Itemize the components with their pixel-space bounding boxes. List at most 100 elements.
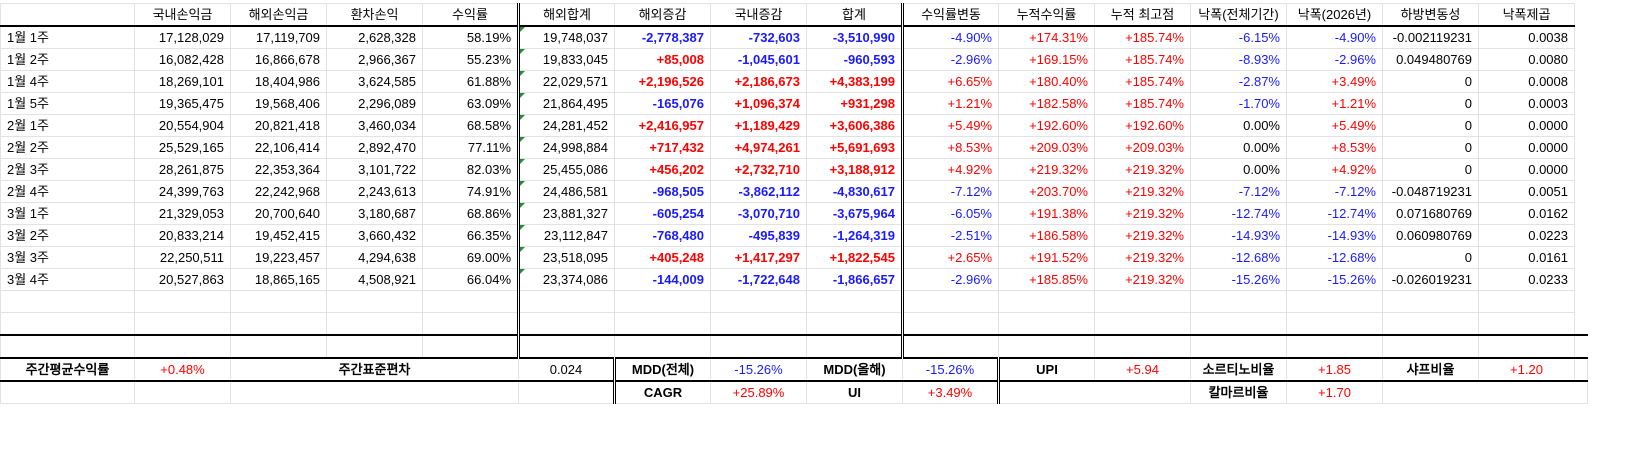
cell-fx-profit[interactable]: 3,660,432 — [326, 224, 423, 247]
cell-week-label[interactable]: 1월 2주 — [0, 48, 135, 71]
empty-cell[interactable] — [1286, 290, 1383, 313]
cell-return-change[interactable]: -4.90% — [902, 25, 999, 49]
empty-cell[interactable] — [326, 334, 423, 359]
header-downside-volatility[interactable]: 하방변동성 — [1382, 3, 1479, 27]
cell-cumulative-return[interactable]: +191.38% — [998, 202, 1095, 225]
calmar-label[interactable]: 칼마르비율 — [1190, 380, 1287, 404]
cell-domestic-change[interactable]: -1,045,601 — [710, 48, 807, 71]
empty-cell[interactable] — [614, 312, 711, 336]
cell-cumulative-peak[interactable]: +185.74% — [1094, 25, 1191, 49]
empty-cell[interactable] — [998, 290, 1095, 313]
empty-cell[interactable] — [1094, 312, 1191, 336]
cell-cumulative-return[interactable]: +186.58% — [998, 224, 1095, 247]
cell-downside-volatility[interactable]: -0.002119231 — [1382, 25, 1479, 49]
empty-cell[interactable] — [1190, 312, 1287, 336]
cell-return-rate[interactable]: 58.19% — [422, 25, 520, 49]
cell-drawdown-2026[interactable]: +8.53% — [1286, 136, 1383, 159]
cell-overseas-profit[interactable]: 17,119,709 — [230, 25, 327, 49]
cell-drawdown-all[interactable]: -7.12% — [1190, 180, 1287, 203]
cell-domestic-profit[interactable]: 19,365,475 — [134, 92, 231, 115]
empty-cell[interactable] — [1286, 334, 1383, 359]
cell-downside-volatility[interactable]: 0 — [1382, 246, 1479, 269]
cell-return-rate[interactable]: 66.04% — [422, 268, 520, 291]
cell-overseas-profit[interactable]: 18,865,165 — [230, 268, 327, 291]
cell-cumulative-peak[interactable]: +219.32% — [1094, 246, 1191, 269]
cell-drawdown-2026[interactable]: +4.92% — [1286, 158, 1383, 181]
cell-drawdown-2026[interactable]: -15.26% — [1286, 268, 1383, 291]
empty-cell[interactable] — [0, 290, 135, 313]
empty-cell[interactable] — [518, 312, 615, 336]
empty-cell[interactable] — [1382, 290, 1479, 313]
cell-downside-volatility[interactable]: 0 — [1382, 136, 1479, 159]
header-domestic-change[interactable]: 국내증감 — [710, 3, 807, 27]
cell-fx-profit[interactable]: 4,508,921 — [326, 268, 423, 291]
empty-cell[interactable] — [1286, 312, 1383, 336]
sortino-label[interactable]: 소르티노비율 — [1190, 357, 1287, 382]
cell-drawdown-squared[interactable]: 0.0000 — [1478, 114, 1575, 137]
empty-cell[interactable] — [134, 312, 231, 336]
cell-total-change[interactable]: +1,822,545 — [806, 246, 904, 269]
cell-domestic-change[interactable]: +4,974,261 — [710, 136, 807, 159]
cell-domestic-change[interactable]: +1,189,429 — [710, 114, 807, 137]
cell-overseas-change[interactable]: +2,416,957 — [614, 114, 711, 137]
cell-fx-profit[interactable]: 2,628,328 — [326, 25, 423, 49]
cell-downside-volatility[interactable]: 0 — [1382, 114, 1479, 137]
cell-domestic-profit[interactable]: 25,529,165 — [134, 136, 231, 159]
empty-cell[interactable] — [230, 334, 327, 359]
cell-week-label[interactable]: 1월 5주 — [0, 92, 135, 115]
header-return-rate[interactable]: 수익률 — [422, 3, 520, 27]
empty-cell[interactable] — [1382, 334, 1479, 359]
header-cumulative-return[interactable]: 누적수익률 — [998, 3, 1095, 27]
sharpe-value[interactable]: +1.20 — [1478, 357, 1575, 382]
cell-return-rate[interactable]: 61.88% — [422, 70, 520, 93]
cell-domestic-change[interactable]: +1,417,297 — [710, 246, 807, 269]
weekly-avg-label[interactable]: 주간평균수익률 — [0, 357, 135, 382]
cell-downside-volatility[interactable]: -0.048719231 — [1382, 180, 1479, 203]
cell-downside-volatility[interactable]: -0.026019231 — [1382, 268, 1479, 291]
header-total-change[interactable]: 합계 — [806, 3, 904, 27]
cell-drawdown-2026[interactable]: -7.12% — [1286, 180, 1383, 203]
cell-return-rate[interactable]: 63.09% — [422, 92, 520, 115]
cell-domestic-change[interactable]: +1,096,374 — [710, 92, 807, 115]
empty-cell[interactable] — [902, 290, 999, 313]
empty-cell[interactable] — [1574, 357, 1588, 382]
cell-total-change[interactable]: +931,298 — [806, 92, 904, 115]
cell-total-change[interactable]: -3,675,964 — [806, 202, 904, 225]
cell-drawdown-all[interactable]: -2.87% — [1190, 70, 1287, 93]
cell-cumulative-return[interactable]: +191.52% — [998, 246, 1095, 269]
cell-total-change[interactable]: -960,593 — [806, 48, 904, 71]
cell-drawdown-squared[interactable]: 0.0233 — [1478, 268, 1575, 291]
header-overseas-change[interactable]: 해외증감 — [614, 3, 711, 27]
header-overseas-profit[interactable]: 해외손익금 — [230, 3, 327, 27]
cell-domestic-change[interactable]: +2,732,710 — [710, 158, 807, 181]
cell-downside-volatility[interactable]: 0.071680769 — [1382, 202, 1479, 225]
cell-week-label[interactable]: 3월 1주 — [0, 202, 135, 225]
mdd-year-label[interactable]: MDD(올해) — [806, 357, 903, 382]
empty-cell[interactable] — [230, 312, 327, 336]
empty-cell[interactable] — [0, 334, 135, 359]
cell-overseas-change[interactable]: +456,202 — [614, 158, 711, 181]
cell-drawdown-squared[interactable]: 0.0003 — [1478, 92, 1575, 115]
cell-domestic-profit[interactable]: 17,128,029 — [134, 25, 231, 49]
header-drawdown-2026[interactable]: 낙폭(2026년) — [1286, 3, 1383, 27]
calmar-value[interactable]: +1.70 — [1286, 380, 1383, 404]
cell-total-change[interactable]: +5,691,693 — [806, 136, 904, 159]
cell-domestic-profit[interactable]: 18,269,101 — [134, 70, 231, 93]
mdd-year-value[interactable]: -15.26% — [902, 357, 1000, 382]
cell-week-label[interactable]: 1월 1주 — [0, 25, 135, 49]
cell-drawdown-squared[interactable]: 0.0223 — [1478, 224, 1575, 247]
cell-return-rate[interactable]: 82.03% — [422, 158, 520, 181]
cell-cumulative-peak[interactable]: +192.60% — [1094, 114, 1191, 137]
cell-domestic-change[interactable]: -3,862,112 — [710, 180, 807, 203]
cell-drawdown-2026[interactable]: +3.49% — [1286, 70, 1383, 93]
cell-domestic-change[interactable]: -3,070,710 — [710, 202, 807, 225]
header-drawdown-all[interactable]: 낙폭(전체기간) — [1190, 3, 1287, 27]
cell-week-label[interactable]: 3월 4주 — [0, 268, 135, 291]
cell-return-change[interactable]: -6.05% — [902, 202, 999, 225]
cell-cumulative-peak[interactable]: +219.32% — [1094, 158, 1191, 181]
cell-overseas-profit[interactable]: 22,106,414 — [230, 136, 327, 159]
cell-fx-profit[interactable]: 2,296,089 — [326, 92, 423, 115]
cell-domestic-profit[interactable]: 28,261,875 — [134, 158, 231, 181]
cell-fx-profit[interactable]: 2,892,470 — [326, 136, 423, 159]
cagr-value[interactable]: +25.89% — [710, 380, 807, 404]
